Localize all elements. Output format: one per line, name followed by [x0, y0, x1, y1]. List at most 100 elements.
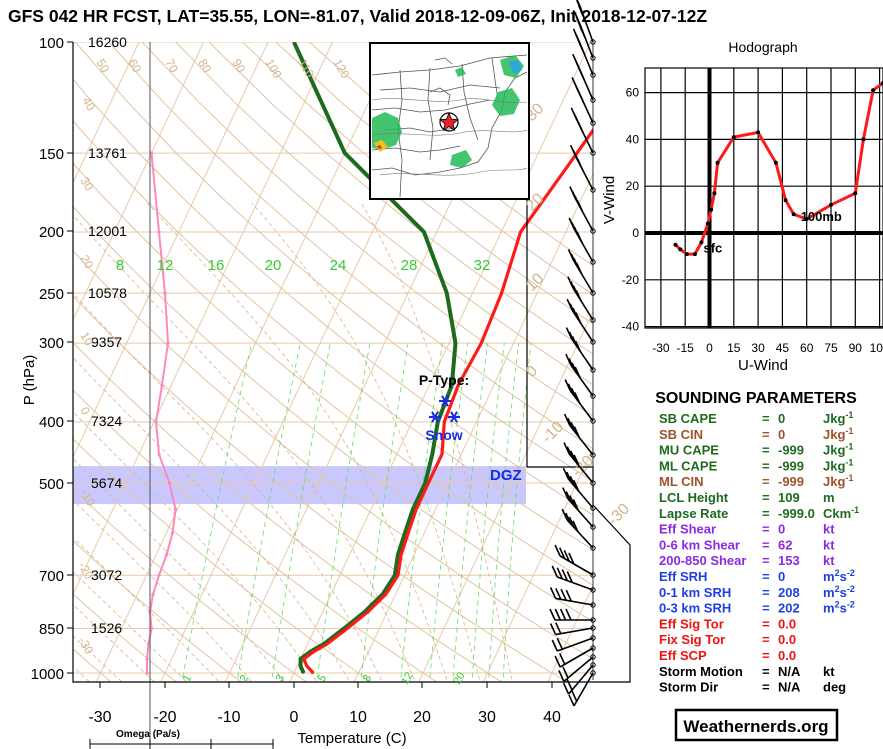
mixing-ratio-label: 1: [181, 673, 194, 684]
omega-point: [170, 531, 175, 535]
pressure-tick-label: 700: [39, 568, 64, 585]
wind-barb: [570, 107, 596, 156]
temperature-point: [400, 554, 402, 556]
pressure-tick-label: 250: [39, 286, 64, 303]
temperature-point: [407, 532, 410, 534]
omega-point: [149, 626, 154, 631]
wind-barb: [551, 565, 596, 593]
param-row: 0-1 km SRH = 208 m2s-2: [659, 584, 855, 600]
moist-adiabat-line: [73, 635, 123, 682]
moist-adiabat-line: [251, 202, 481, 682]
moist-adiabat-line: [73, 458, 285, 682]
isotherm-line: [73, 42, 140, 184]
moist-adiabat-line: [73, 411, 318, 682]
wind-barb: [554, 544, 596, 578]
hodograph-points: [673, 81, 883, 257]
isotherm-line: [353, 172, 593, 682]
height-label: 13761: [88, 145, 127, 161]
param-unit: m2s-2: [823, 568, 855, 584]
moist-adiabat-line: [73, 214, 416, 682]
dewpoint-point: [381, 593, 384, 595]
param-value: N/A: [778, 664, 801, 679]
temperature-point: [576, 152, 578, 154]
dewpoint-point: [343, 627, 345, 630]
param-equals: =: [762, 490, 770, 505]
mixing-ratio-label: 20: [451, 670, 468, 687]
dgz-label: DGZ: [490, 467, 522, 484]
map-precip-extreme: [377, 145, 382, 149]
wind-barb: [563, 413, 596, 458]
wind-barb: [549, 587, 596, 608]
dewpoint-point: [299, 665, 302, 667]
mixing-ratio-lines: [181, 343, 532, 682]
param-name: Eff SCP: [659, 648, 707, 663]
param-equals: =: [762, 522, 770, 537]
hodograph-x-tick-label: -30: [652, 341, 670, 355]
pressure-tick-label: 850: [39, 621, 64, 638]
isotherm-line: [418, 310, 593, 682]
moist-adiabat-line: [73, 292, 383, 682]
hodograph-trace-line: [674, 81, 883, 256]
param-equals: =: [762, 664, 770, 679]
height-label: 10578: [88, 285, 127, 301]
dry-adiabat-line: [73, 438, 373, 682]
param-unit: Jkg-1: [823, 473, 853, 489]
param-row: Eff SCP = 0.0: [659, 648, 796, 663]
wind-barb: [549, 608, 596, 623]
height-label: 9357: [91, 334, 122, 350]
mixing-ratio-labels: 8 12 16 20 24 28 32: [116, 257, 491, 274]
hodograph-point: [699, 240, 704, 245]
height-label: 3072: [91, 567, 122, 583]
wind-barb: [572, 53, 596, 103]
param-value: N/A: [778, 680, 801, 695]
hodograph-x-tick-labels: -30 -15 0 15 30 45 60 75 90 105: [652, 341, 883, 355]
hodograph-point: [791, 212, 796, 217]
mixing-ratio-label: 8: [361, 673, 374, 684]
height-label: 1526: [91, 620, 122, 636]
dry-adiabat-line: [73, 593, 177, 682]
temperature-points: [303, 152, 578, 674]
moist-adiabat-line: [73, 536, 220, 682]
isotherm-line: [73, 42, 334, 596]
omega-point: [173, 507, 178, 511]
omega-point: [154, 420, 158, 424]
hodograph-point: [783, 198, 788, 203]
figure-title: GFS 042 HR FCST, LAT=35.55, LON=-81.07, …: [8, 6, 707, 26]
param-name: LCL Height: [659, 490, 729, 505]
param-row: 200-850 Shear = 153 kt: [659, 553, 835, 568]
omega-point: [151, 592, 155, 596]
param-value: 0: [778, 569, 785, 584]
moist-adiabat-line: [73, 603, 155, 682]
wind-barb: [554, 645, 596, 668]
temperature-point: [385, 593, 387, 595]
param-unit: m: [823, 490, 835, 505]
param-unit: Jkg-1: [823, 426, 853, 442]
param-value: 208: [778, 585, 800, 600]
mixing-ratio-label: 16: [208, 257, 225, 274]
hodograph-point: [871, 88, 876, 93]
param-row: Eff Shear = 0 kt: [659, 522, 835, 537]
param-value: 0: [778, 427, 785, 442]
mixing-ratio-label: 3: [274, 673, 287, 684]
hodograph-point: [712, 191, 717, 196]
temperature-tick-label: 20: [413, 709, 431, 726]
moist-adiabat-line: [73, 356, 351, 682]
param-equals: =: [762, 648, 770, 663]
pressure-tick-label: 1000: [31, 666, 64, 683]
param-unit: deg: [823, 680, 846, 695]
temperature-point: [303, 658, 305, 660]
hodograph-point: [861, 137, 866, 142]
height-label: 16260: [88, 34, 127, 50]
wind-barb: [573, 11, 596, 61]
dewpoint-point: [293, 42, 295, 43]
dry-adiabat-line: [73, 295, 568, 682]
hodograph-x-tick-label: 15: [727, 341, 741, 355]
param-unit: kt: [823, 537, 835, 552]
dry-adiabat-label: 70: [162, 57, 181, 76]
hodograph-point: [804, 217, 809, 221]
temperature-tick-label: 30: [478, 709, 496, 726]
dry-adiabat-line: [73, 78, 593, 516]
hodograph-point: [705, 221, 710, 226]
hodograph-x-tick-label: 30: [751, 341, 765, 355]
param-value: 0.0: [778, 632, 796, 647]
